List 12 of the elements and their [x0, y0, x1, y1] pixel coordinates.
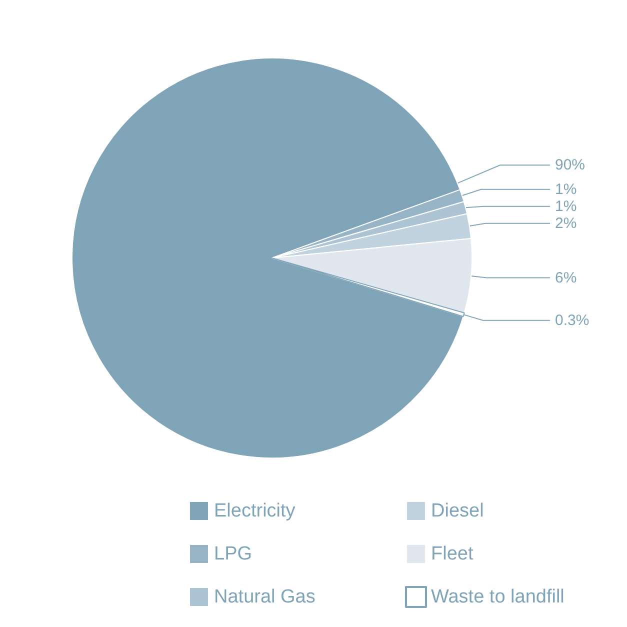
data-label: 2%: [555, 214, 577, 232]
legend-label: Fleet: [431, 544, 474, 564]
data-label: 0.3%: [555, 312, 590, 329]
legend-label: Diesel: [431, 500, 484, 522]
legend-label: LPG: [214, 544, 252, 564]
legend-label: Waste to landfill: [431, 586, 564, 608]
data-label: 6%: [555, 269, 577, 286]
data-label: 1%: [555, 180, 577, 198]
legend-label: Natural Gas: [214, 586, 316, 608]
legend-label: Electricity: [214, 500, 296, 522]
data-label: 90%: [555, 156, 586, 174]
data-label: 1%: [555, 198, 577, 215]
